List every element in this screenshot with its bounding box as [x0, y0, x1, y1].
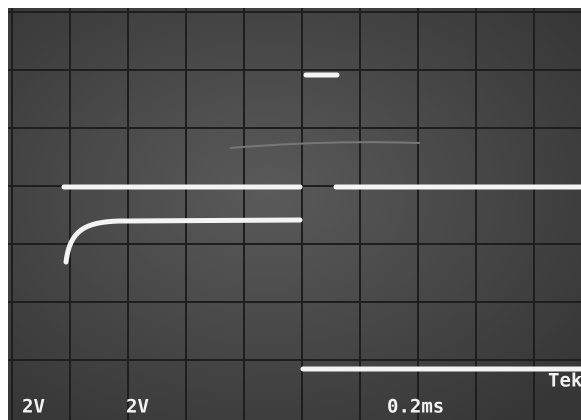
ch2-scale: 2V: [126, 396, 149, 418]
scope-screen: 2V 2V 0.2ms Tek: [0, 0, 581, 420]
ch1-scale: 2V: [22, 396, 45, 418]
brand: Tek: [548, 370, 581, 392]
timebase: 0.2ms: [387, 396, 444, 418]
